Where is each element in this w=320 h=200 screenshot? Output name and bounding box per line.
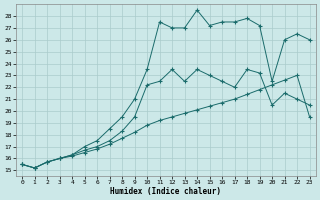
X-axis label: Humidex (Indice chaleur): Humidex (Indice chaleur) — [110, 187, 221, 196]
